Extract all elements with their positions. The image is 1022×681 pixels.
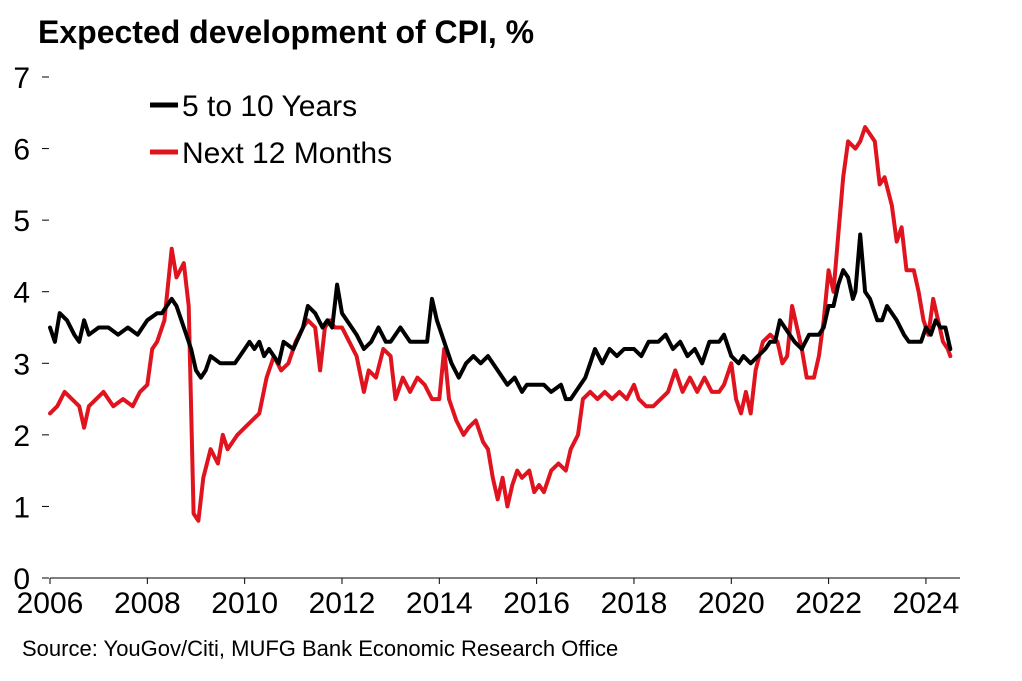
- y-tick-label: 4: [13, 277, 30, 310]
- x-tick-label: 2012: [309, 587, 376, 620]
- legend: 5 to 10 Years Next 12 Months: [150, 90, 392, 170]
- source-note: Source: YouGov/Citi, MUFG Bank Economic …: [22, 636, 619, 661]
- x-axis: 2006 2008 2010 2012 2014 2016 2018 2020 2022 2024: [17, 577, 960, 620]
- x-tick-label: 2010: [211, 587, 278, 620]
- legend-label: 5 to 10 Years: [182, 90, 357, 123]
- y-axis: 0 1 2 3 4 5 6 7: [13, 62, 49, 596]
- y-tick-label: 5: [13, 205, 30, 238]
- x-tick-label: 2016: [503, 587, 570, 620]
- x-tick-label: 2022: [795, 587, 862, 620]
- x-tick-label: 2006: [17, 587, 84, 620]
- series-line-next-12-months: [48, 125, 953, 523]
- y-tick-label: 2: [13, 420, 30, 453]
- y-tick-label: 1: [13, 491, 30, 524]
- x-tick-label: 2020: [698, 587, 765, 620]
- chart-title: Expected development of CPI, %: [38, 14, 535, 50]
- x-tick-label: 2018: [601, 587, 668, 620]
- x-tick-label: 2008: [114, 587, 181, 620]
- y-tick-label: 6: [13, 134, 30, 167]
- y-tick-label: 7: [13, 62, 30, 95]
- series-line-5-to-10-years: [48, 232, 953, 402]
- x-tick-label: 2014: [406, 587, 473, 620]
- series-layer: [48, 125, 953, 523]
- y-tick-label: 0: [13, 563, 30, 596]
- y-tick-label: 3: [13, 348, 30, 381]
- x-tick-label: 2024: [893, 587, 960, 620]
- legend-label: Next 12 Months: [182, 137, 392, 170]
